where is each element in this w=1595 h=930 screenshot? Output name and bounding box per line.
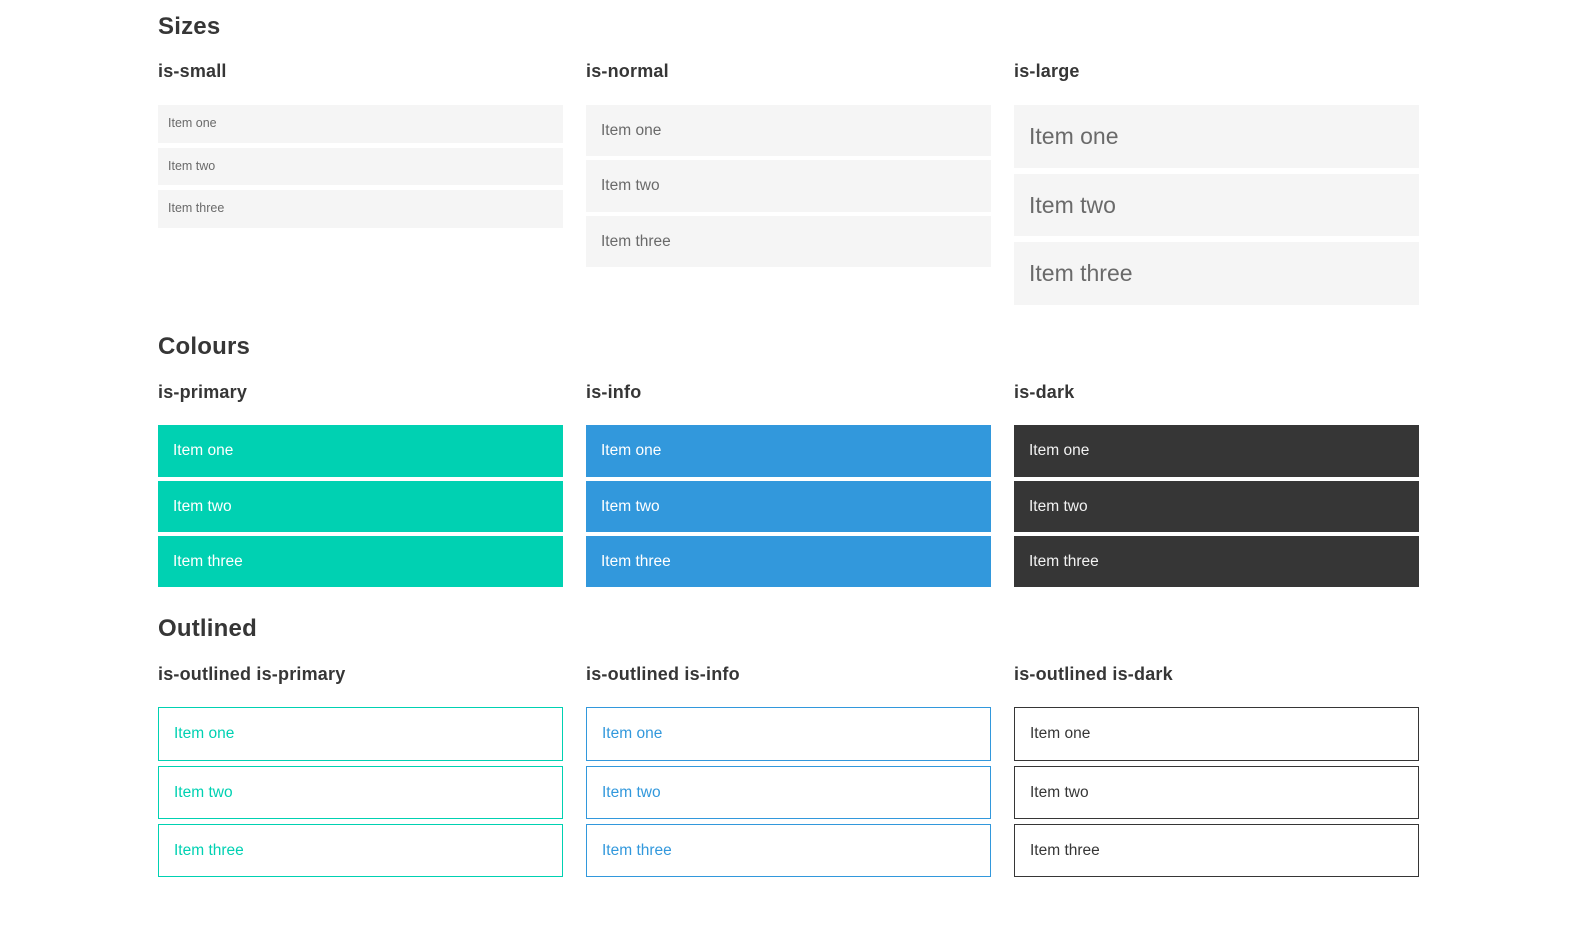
list-item[interactable]: Item two: [586, 160, 991, 212]
list-item[interactable]: Item two: [1014, 480, 1419, 532]
list-is-normal: Item one Item two Item three: [586, 104, 991, 268]
list-item[interactable]: Item one: [1014, 707, 1419, 761]
section-sizes: Sizes is-small Item one Item two Item th…: [158, 13, 1419, 306]
list-item[interactable]: Item one: [586, 707, 991, 761]
list-is-info: Item one Item two Item three: [586, 425, 991, 588]
colours-columns: is-primary Item one Item two Item three …: [158, 382, 1419, 588]
list-item[interactable]: Item three: [1014, 535, 1419, 588]
group-label-is-dark: is-dark: [1014, 381, 1075, 402]
group-label-is-outlined-is-dark: is-outlined is-dark: [1014, 663, 1173, 684]
group-label-is-normal: is-normal: [586, 61, 669, 82]
list-is-outlined-is-primary: Item one Item two Item three: [158, 707, 563, 878]
section-outlined: Outlined is-outlined is-primary Item one…: [158, 615, 1419, 878]
list-item[interactable]: Item three: [1014, 242, 1419, 306]
sizes-columns: is-small Item one Item two Item three is…: [158, 61, 1419, 306]
list-item[interactable]: Item three: [158, 190, 563, 228]
list-item[interactable]: Item three: [586, 824, 991, 878]
list-item[interactable]: Item two: [1014, 765, 1419, 820]
group-is-outlined-is-info: is-outlined is-info Item one Item two It…: [586, 664, 991, 878]
group-is-large: is-large Item one Item two Item three: [1014, 61, 1419, 306]
group-is-dark: is-dark Item one Item two Item three: [1014, 382, 1419, 588]
list-item[interactable]: Item one: [1014, 425, 1419, 477]
group-label-is-primary: is-primary: [158, 381, 248, 402]
group-is-outlined-is-primary: is-outlined is-primary Item one Item two…: [158, 664, 563, 878]
group-label-is-small: is-small: [158, 61, 227, 82]
list-item[interactable]: Item one: [1014, 104, 1419, 168]
list-item[interactable]: Item one: [586, 425, 991, 477]
list-item[interactable]: Item two: [158, 765, 563, 820]
list-item[interactable]: Item two: [586, 765, 991, 820]
group-is-small: is-small Item one Item two Item three: [158, 61, 563, 228]
group-label-is-large: is-large: [1014, 61, 1080, 82]
group-is-outlined-is-dark: is-outlined is-dark Item one Item two It…: [1014, 664, 1419, 878]
list-item[interactable]: Item one: [158, 707, 563, 761]
list-item[interactable]: Item two: [1014, 173, 1419, 237]
list-item[interactable]: Item three: [586, 535, 991, 588]
group-is-normal: is-normal Item one Item two Item three: [586, 61, 991, 268]
list-is-small: Item one Item two Item three: [158, 104, 563, 228]
list-item[interactable]: Item one: [158, 425, 563, 477]
group-is-info: is-info Item one Item two Item three: [586, 382, 991, 588]
group-label-is-outlined-is-info: is-outlined is-info: [586, 663, 740, 684]
list-is-outlined-is-dark: Item one Item two Item three: [1014, 707, 1419, 878]
list-item[interactable]: Item three: [158, 535, 563, 588]
list-is-primary: Item one Item two Item three: [158, 425, 563, 588]
list-item[interactable]: Item one: [158, 104, 563, 143]
section-title-outlined: Outlined: [158, 615, 257, 643]
list-item[interactable]: Item one: [586, 104, 991, 157]
list-item[interactable]: Item two: [158, 480, 563, 532]
list-is-outlined-is-info: Item one Item two Item three: [586, 707, 991, 878]
list-item[interactable]: Item three: [1014, 824, 1419, 878]
section-title-sizes: Sizes: [158, 13, 221, 40]
group-is-primary: is-primary Item one Item two Item three: [158, 382, 563, 588]
list-item[interactable]: Item two: [586, 480, 991, 532]
group-label-is-info: is-info: [586, 381, 642, 402]
outlined-columns: is-outlined is-primary Item one Item two…: [158, 664, 1419, 878]
list-item[interactable]: Item three: [158, 824, 563, 878]
section-colours: Colours is-primary Item one Item two Ite…: [158, 333, 1419, 588]
list-is-large: Item one Item two Item three: [1014, 104, 1419, 306]
list-item[interactable]: Item two: [158, 147, 563, 186]
group-label-is-outlined-is-primary: is-outlined is-primary: [158, 663, 346, 684]
section-title-colours: Colours: [158, 333, 251, 361]
list-is-dark: Item one Item two Item three: [1014, 425, 1419, 588]
list-item[interactable]: Item three: [586, 215, 991, 268]
